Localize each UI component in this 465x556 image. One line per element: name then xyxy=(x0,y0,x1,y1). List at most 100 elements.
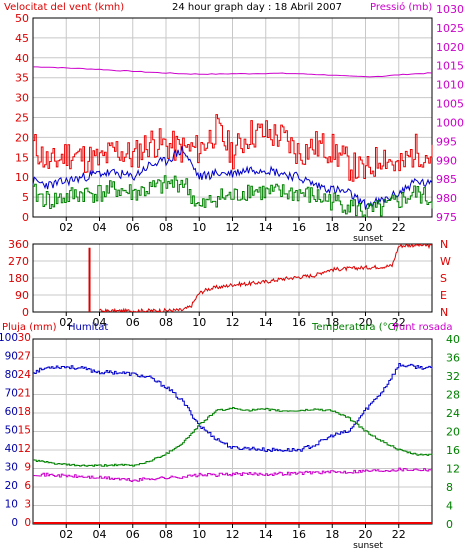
direction-ytick-right-0: N xyxy=(440,238,448,251)
direction-xtick-label-20: 20 xyxy=(359,316,373,329)
wind-ytick-left-1: 45 xyxy=(15,32,29,45)
rain-ytick-left-10: 0 xyxy=(24,517,31,529)
humidity-ytick-left-3: 70 xyxy=(5,388,18,400)
direction-ytick-right-1: W xyxy=(440,255,451,268)
temperature-ytick-right-8: 8 xyxy=(446,481,453,494)
wind-xtick-label-16: 16 xyxy=(292,221,306,234)
humidity-axis-label: Humitat xyxy=(68,322,108,333)
humidity-panel-series xyxy=(33,363,433,524)
wind-ytick-right-1: 1025 xyxy=(436,22,464,35)
wind-ytick-right-5: 1005 xyxy=(436,98,464,111)
direction-ytick-left-4: 0 xyxy=(22,306,29,319)
temperature-ytick-right-0: 40 xyxy=(446,333,460,346)
wind-xtick-label-20: 20 xyxy=(359,221,373,234)
pressure-axis-label: Pressió (mb) xyxy=(370,1,432,13)
temperature-ytick-right-5: 20 xyxy=(446,426,460,439)
humidity-ytick-left-9: 10 xyxy=(5,499,18,511)
direction-ytick-right-4: N xyxy=(440,306,448,319)
rain-ytick-left-4: 18 xyxy=(18,406,31,418)
humidity-xtick-label-02: 02 xyxy=(59,528,73,541)
wind-ytick-right-4: 1010 xyxy=(436,79,464,92)
humidity-ytick-left-6: 40 xyxy=(5,443,18,455)
humidity-xtick-label-12: 12 xyxy=(226,528,240,541)
temperature-ytick-right-7: 12 xyxy=(446,463,460,476)
direction-xtick-label-14: 14 xyxy=(259,316,273,329)
rain-ytick-left-1: 27 xyxy=(18,351,31,363)
humidity-ytick-left-10: 0 xyxy=(11,517,18,529)
humidity-line xyxy=(33,363,433,452)
wind-xtick-label-04: 04 xyxy=(93,221,107,234)
pressure-line xyxy=(33,66,433,78)
temperature-ytick-right-1: 36 xyxy=(446,352,460,365)
rain-ytick-left-0: 30 xyxy=(18,332,31,344)
wind-ytick-left-8: 10 xyxy=(15,171,29,184)
humidity-xtick-label-18: 18 xyxy=(325,528,339,541)
rain-ytick-left-2: 24 xyxy=(18,369,32,381)
humidity-ytick-left-2: 80 xyxy=(5,369,18,381)
wind-speed-axis-label: Velocitat del vent (kmh) xyxy=(4,2,124,13)
direction-ytick-right-3: E xyxy=(440,289,447,302)
direction-xtick-label-10: 10 xyxy=(192,316,206,329)
direction-xtick-label-18: 18 xyxy=(325,316,339,329)
wind-xtick-label-14: 14 xyxy=(259,221,273,234)
wind-xtick-label-06: 06 xyxy=(126,221,140,234)
wind-xtick-label-08: 08 xyxy=(159,221,173,234)
humidity-sunset-label: sunset xyxy=(353,541,383,551)
temperature-ytick-right-2: 32 xyxy=(446,370,460,383)
rain-ytick-left-9: 3 xyxy=(24,499,31,511)
humidity-ytick-left-4: 60 xyxy=(5,406,18,418)
direction-xtick-label-06: 06 xyxy=(126,316,140,329)
direction-xtick-label-12: 12 xyxy=(226,316,240,329)
wind-ytick-right-2: 1020 xyxy=(436,41,464,54)
temperature-ytick-right-10: 0 xyxy=(446,518,453,531)
humidity-xtick-label-22: 22 xyxy=(392,528,406,541)
humidity-xtick-label-16: 16 xyxy=(292,528,306,541)
humidity-xtick-label-14: 14 xyxy=(259,528,273,541)
dewpoint-axis-label: Punt rosada xyxy=(393,322,452,333)
wind-xtick-label-22: 22 xyxy=(392,221,406,234)
wind-ytick-left-4: 30 xyxy=(15,92,29,105)
rain-ytick-left-8: 6 xyxy=(24,480,31,492)
temperature-ytick-right-9: 4 xyxy=(446,500,453,513)
direction-ytick-left-2: 180 xyxy=(8,272,29,285)
direction-xtick-label-22: 22 xyxy=(392,316,406,329)
direction-panel-grid xyxy=(32,243,433,313)
wind-gust-line xyxy=(33,114,433,182)
wind-sunset-label: sunset xyxy=(353,234,383,244)
wind-ytick-left-0: 50 xyxy=(15,12,29,25)
wind-panel-ticks: 5045403530252015105010301025102010151010… xyxy=(15,3,464,244)
wind-ytick-left-9: 5 xyxy=(22,191,29,204)
temperature-ytick-right-3: 28 xyxy=(446,389,460,402)
direction-ytick-left-1: 270 xyxy=(8,255,29,268)
direction-xtick-label-08: 08 xyxy=(159,316,173,329)
wind-ytick-right-7: 995 xyxy=(436,135,457,148)
direction-ytick-right-2: S xyxy=(440,272,447,285)
wind-ytick-left-6: 20 xyxy=(15,131,29,144)
direction-xtick-label-04: 04 xyxy=(93,316,107,329)
wind-ytick-right-10: 980 xyxy=(436,192,457,205)
humidity-panel-ticks: 1009080706050403020100302724211815129630… xyxy=(0,332,460,551)
wind-xtick-label-10: 10 xyxy=(192,221,206,234)
humidity-ytick-left-7: 30 xyxy=(5,462,18,474)
humidity-ytick-left-8: 20 xyxy=(5,480,18,492)
rain-ytick-left-7: 9 xyxy=(24,462,31,474)
rain-ytick-left-5: 15 xyxy=(18,425,31,437)
wind-ytick-left-2: 40 xyxy=(15,52,29,65)
humidity-xtick-label-20: 20 xyxy=(359,528,373,541)
wind-ytick-right-9: 985 xyxy=(436,173,457,186)
wind-ytick-right-11: 975 xyxy=(436,211,457,224)
wind-xtick-label-02: 02 xyxy=(59,221,73,234)
wind-ytick-left-7: 15 xyxy=(15,151,29,164)
chart-title: 24 hour graph day : 18 Abril 2007 xyxy=(172,2,342,13)
wind-ytick-left-10: 0 xyxy=(22,211,29,224)
humidity-ytick-left-0: 100 xyxy=(0,332,18,344)
temperature-ytick-right-4: 24 xyxy=(446,407,460,420)
direction-ytick-left-3: 90 xyxy=(15,289,29,302)
humidity-xtick-label-08: 08 xyxy=(159,528,173,541)
wind-xtick-label-12: 12 xyxy=(226,221,240,234)
direction-line xyxy=(99,244,432,312)
humidity-xtick-label-04: 04 xyxy=(93,528,107,541)
humidity-xtick-label-06: 06 xyxy=(126,528,140,541)
wind-ytick-right-6: 1000 xyxy=(436,116,464,129)
